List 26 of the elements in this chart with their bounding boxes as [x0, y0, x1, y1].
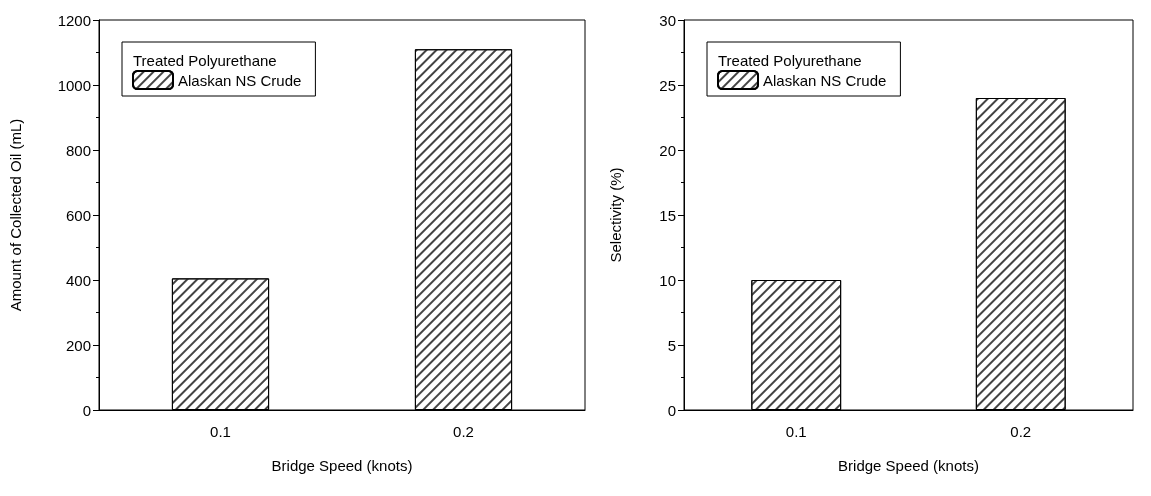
- y-tick-label: 5: [667, 336, 676, 354]
- y-tick-label: 15: [659, 206, 676, 224]
- legend-title: Treated Polyurethane: [133, 52, 277, 69]
- y-tick-label: 1000: [57, 76, 91, 94]
- y-tick-label: 0: [82, 401, 91, 419]
- y-tick-label: 0: [667, 401, 676, 419]
- x-tick-label: 0.1: [210, 423, 231, 440]
- legend-label: Alaskan NS Crude: [763, 71, 887, 89]
- x-tick-label: 0.2: [1010, 423, 1032, 440]
- x-axis-title: Bridge Speed (knots): [838, 457, 979, 474]
- y-tick-label: 1200: [57, 11, 91, 29]
- y-tick-label: 30: [659, 11, 676, 29]
- legend-label: Alaskan NS Crude: [178, 71, 302, 89]
- y-tick-label: 800: [65, 141, 91, 159]
- x-tick-label: 0.1: [785, 423, 807, 440]
- y-axis-title: Amount of Collected Oil (mL): [7, 118, 24, 312]
- y-tick-label: 200: [65, 336, 91, 354]
- y-tick-label: 25: [659, 76, 676, 94]
- x-tick-label: 0.2: [453, 423, 474, 440]
- y-axis-title: Selectivity (%): [607, 167, 624, 263]
- y-tick-label: 600: [65, 206, 91, 224]
- y-tick-label: 20: [659, 141, 676, 159]
- y-tick-label: 10: [659, 271, 676, 289]
- legend-title: Treated Polyurethane: [718, 52, 862, 69]
- x-axis-title: Bridge Speed (knots): [271, 457, 413, 474]
- y-tick-label: 400: [65, 271, 91, 289]
